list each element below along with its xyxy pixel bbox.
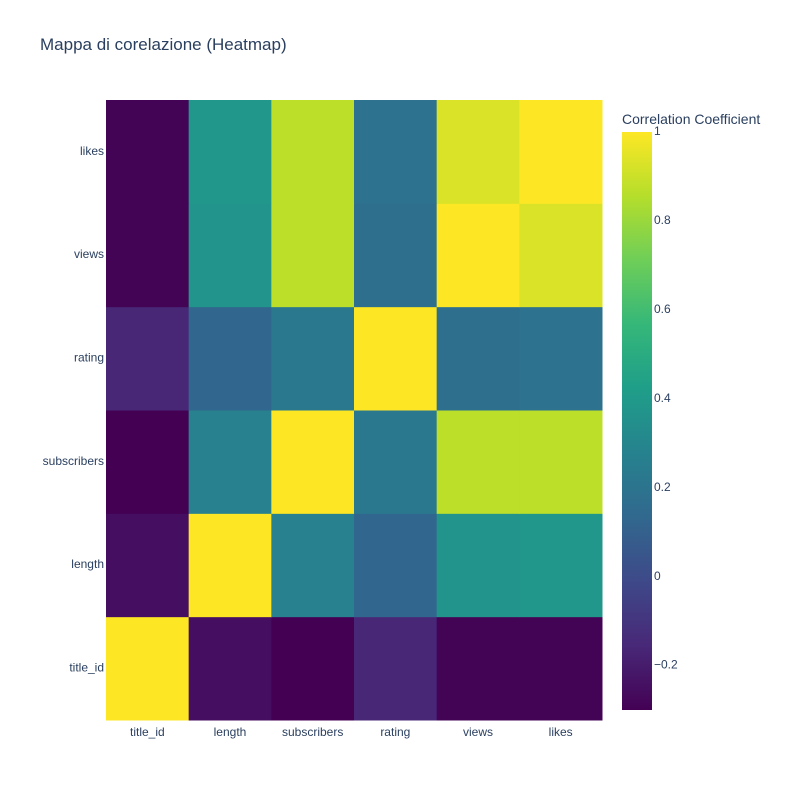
heatmap-cell-title_id-length [188,616,272,721]
colorbar-tick-label: 0.8 [654,213,671,227]
colorbar-tick-label: 0 [654,569,661,583]
colorbar-tick-label: −0.2 [654,658,678,672]
heatmap-cell-rating-length [188,306,272,411]
heatmap-cell-length-likes [519,513,603,618]
x-tick-label: views [463,725,493,739]
heatmap-cells [106,100,603,721]
heatmap-cell-subscribers-length [188,410,272,514]
heatmap-cell-length-length [188,513,272,618]
heatmap-cell-views-title_id [106,203,190,308]
x-tick-label: title_id [130,725,165,739]
heatmap-cell-likes-views [436,100,520,204]
heatmap-cell-rating-likes [519,306,603,411]
y-tick-label: views [74,247,104,261]
colorbar-tick-label: 0.6 [654,302,671,316]
heatmap-cell-title_id-rating [354,616,438,721]
heatmap-cell-likes-title_id [106,100,190,204]
heatmap-cell-rating-views [436,306,520,411]
heatmap-cell-length-rating [354,513,438,618]
colorbar-ticks: −0.2 0 0.2 0.4 0.6 0.8 1 [654,124,678,672]
heatmap-cell-title_id-title_id [106,616,190,721]
x-tick-label: likes [549,725,573,739]
colorbar-tick-label: 1 [654,124,661,138]
heatmap-cell-views-subscribers [271,203,355,308]
heatmap-cell-subscribers-views [436,410,520,514]
heatmap-cell-rating-rating [354,306,438,411]
x-tick-label: length [214,725,247,739]
colorbar-title: Correlation Coefficient [622,111,760,127]
heatmap-cell-views-rating [354,203,438,308]
y-tick-label: title_id [69,661,104,675]
chart-title: Mappa di corelazione (Heatmap) [40,35,287,54]
y-tick-label: rating [74,351,104,365]
colorbar [622,132,652,710]
x-tick-label: rating [380,725,410,739]
y-tick-label: subscribers [43,454,104,468]
heatmap-cell-subscribers-rating [354,410,438,514]
y-tick-label: length [71,557,104,571]
heatmap-cell-title_id-views [436,616,520,721]
heatmap-cell-rating-subscribers [271,306,355,411]
heatmap-cell-subscribers-likes [519,410,603,514]
heatmap-cell-views-likes [519,203,603,308]
heatmap-cell-title_id-likes [519,616,603,721]
heatmap-cell-length-subscribers [271,513,355,618]
heatmap-cell-subscribers-subscribers [271,410,355,514]
colorbar-tick-label: 0.2 [654,480,671,494]
x-axis-ticks: title_id length subscribers rating views like… [130,725,573,739]
x-tick-label: subscribers [282,725,343,739]
heatmap-cell-views-length [188,203,272,308]
heatmap-cell-likes-length [188,100,272,204]
y-axis-ticks: title_id length subscribers rating views like… [43,144,104,675]
heatmap-cell-length-views [436,513,520,618]
colorbar-tick-label: 0.4 [654,391,671,405]
heatmap-cell-likes-subscribers [271,100,355,204]
heatmap-cell-length-title_id [106,513,190,618]
heatmap-cell-likes-likes [519,100,603,204]
y-tick-label: likes [80,144,104,158]
heatmap-cell-subscribers-title_id [106,410,190,514]
heatmap-cell-likes-rating [354,100,438,204]
heatmap-cell-title_id-subscribers [271,616,355,721]
heatmap-cell-views-views [436,203,520,308]
heatmap-cell-rating-title_id [106,306,190,411]
